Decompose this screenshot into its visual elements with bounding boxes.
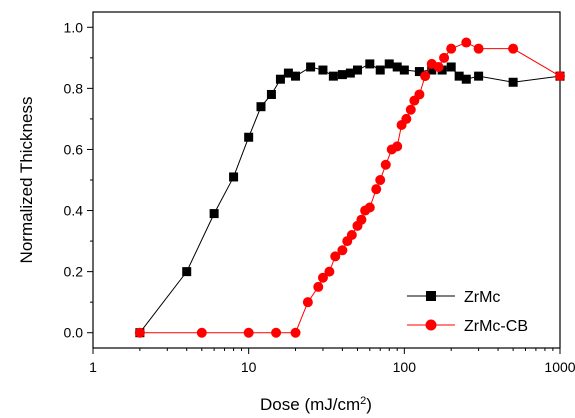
data-point xyxy=(439,52,450,63)
legend-label-zrmc: ZrMc xyxy=(464,289,500,306)
legend-label-zrmccb: ZrMc-CB xyxy=(464,318,528,335)
data-point xyxy=(196,327,207,338)
data-point xyxy=(283,68,293,78)
data-point xyxy=(256,102,266,112)
data-point xyxy=(375,175,386,185)
data-point xyxy=(244,132,254,142)
data-point xyxy=(414,67,424,77)
data-point xyxy=(182,267,192,277)
data-point xyxy=(380,159,391,170)
data-point xyxy=(427,65,437,75)
data-point xyxy=(454,71,464,81)
data-point xyxy=(508,77,518,87)
data-point xyxy=(209,209,219,219)
data-point xyxy=(446,62,456,72)
data-point xyxy=(290,327,301,338)
data-point xyxy=(337,70,347,80)
data-point xyxy=(392,62,402,72)
data-point xyxy=(275,74,285,84)
x-tick-label: 100 xyxy=(393,359,417,375)
y-tick-label: 0.4 xyxy=(64,203,84,219)
data-point xyxy=(365,59,375,69)
data-point xyxy=(461,37,472,48)
data-point xyxy=(399,65,409,75)
data-point xyxy=(414,89,425,100)
data-point xyxy=(302,297,313,308)
legend: ZrMc ZrMc-CB xyxy=(407,289,528,335)
data-point xyxy=(356,214,367,225)
data-point xyxy=(317,272,328,283)
data-point xyxy=(364,202,375,213)
data-point xyxy=(330,251,341,262)
data-point xyxy=(346,229,357,240)
data-point xyxy=(433,61,444,72)
x-tick-label: 1000 xyxy=(544,359,575,375)
data-point xyxy=(371,184,382,195)
y-axis-title: Normalized Thickness xyxy=(17,97,36,264)
x-axis-title: Dose (mJ/cm2) xyxy=(260,395,372,414)
data-point xyxy=(313,281,324,292)
data-point xyxy=(345,68,355,78)
data-point xyxy=(446,43,457,54)
data-point xyxy=(328,71,338,81)
series-0 xyxy=(135,59,565,338)
data-point xyxy=(508,43,519,54)
data-point xyxy=(243,327,254,338)
data-point xyxy=(324,266,335,277)
data-point xyxy=(337,245,348,256)
y-tick-label: 0.0 xyxy=(64,325,84,341)
data-point xyxy=(271,327,282,338)
data-point xyxy=(318,65,328,75)
data-point xyxy=(384,59,394,69)
data-point xyxy=(555,71,565,82)
data-point xyxy=(401,113,412,124)
y-tick-label: 0.8 xyxy=(64,80,84,96)
data-point xyxy=(461,74,471,84)
data-point xyxy=(420,71,431,82)
y-tick-label: 1.0 xyxy=(64,19,84,35)
axis-ticks: 1 10 100 1000 0.0 0.2 0.4 0.6 0.8 1.0 xyxy=(64,19,575,375)
y-tick-label: 0.2 xyxy=(64,264,84,280)
data-point xyxy=(474,71,484,81)
x-tick-label: 1 xyxy=(89,359,97,375)
x-tick-label: 10 xyxy=(241,359,257,375)
data-point xyxy=(392,141,403,152)
series-layer xyxy=(134,37,565,338)
y-tick-label: 0.6 xyxy=(64,141,84,157)
data-point xyxy=(352,65,362,75)
data-point xyxy=(266,89,276,99)
data-point xyxy=(134,327,145,338)
data-point xyxy=(375,65,385,75)
data-point xyxy=(306,62,316,72)
data-point xyxy=(291,71,301,81)
legend-marker-zrmccb xyxy=(425,319,437,331)
series-1 xyxy=(134,37,565,338)
data-point xyxy=(405,104,416,115)
data-point xyxy=(473,43,484,54)
data-point xyxy=(229,172,239,182)
legend-marker-zrmc xyxy=(426,291,436,301)
